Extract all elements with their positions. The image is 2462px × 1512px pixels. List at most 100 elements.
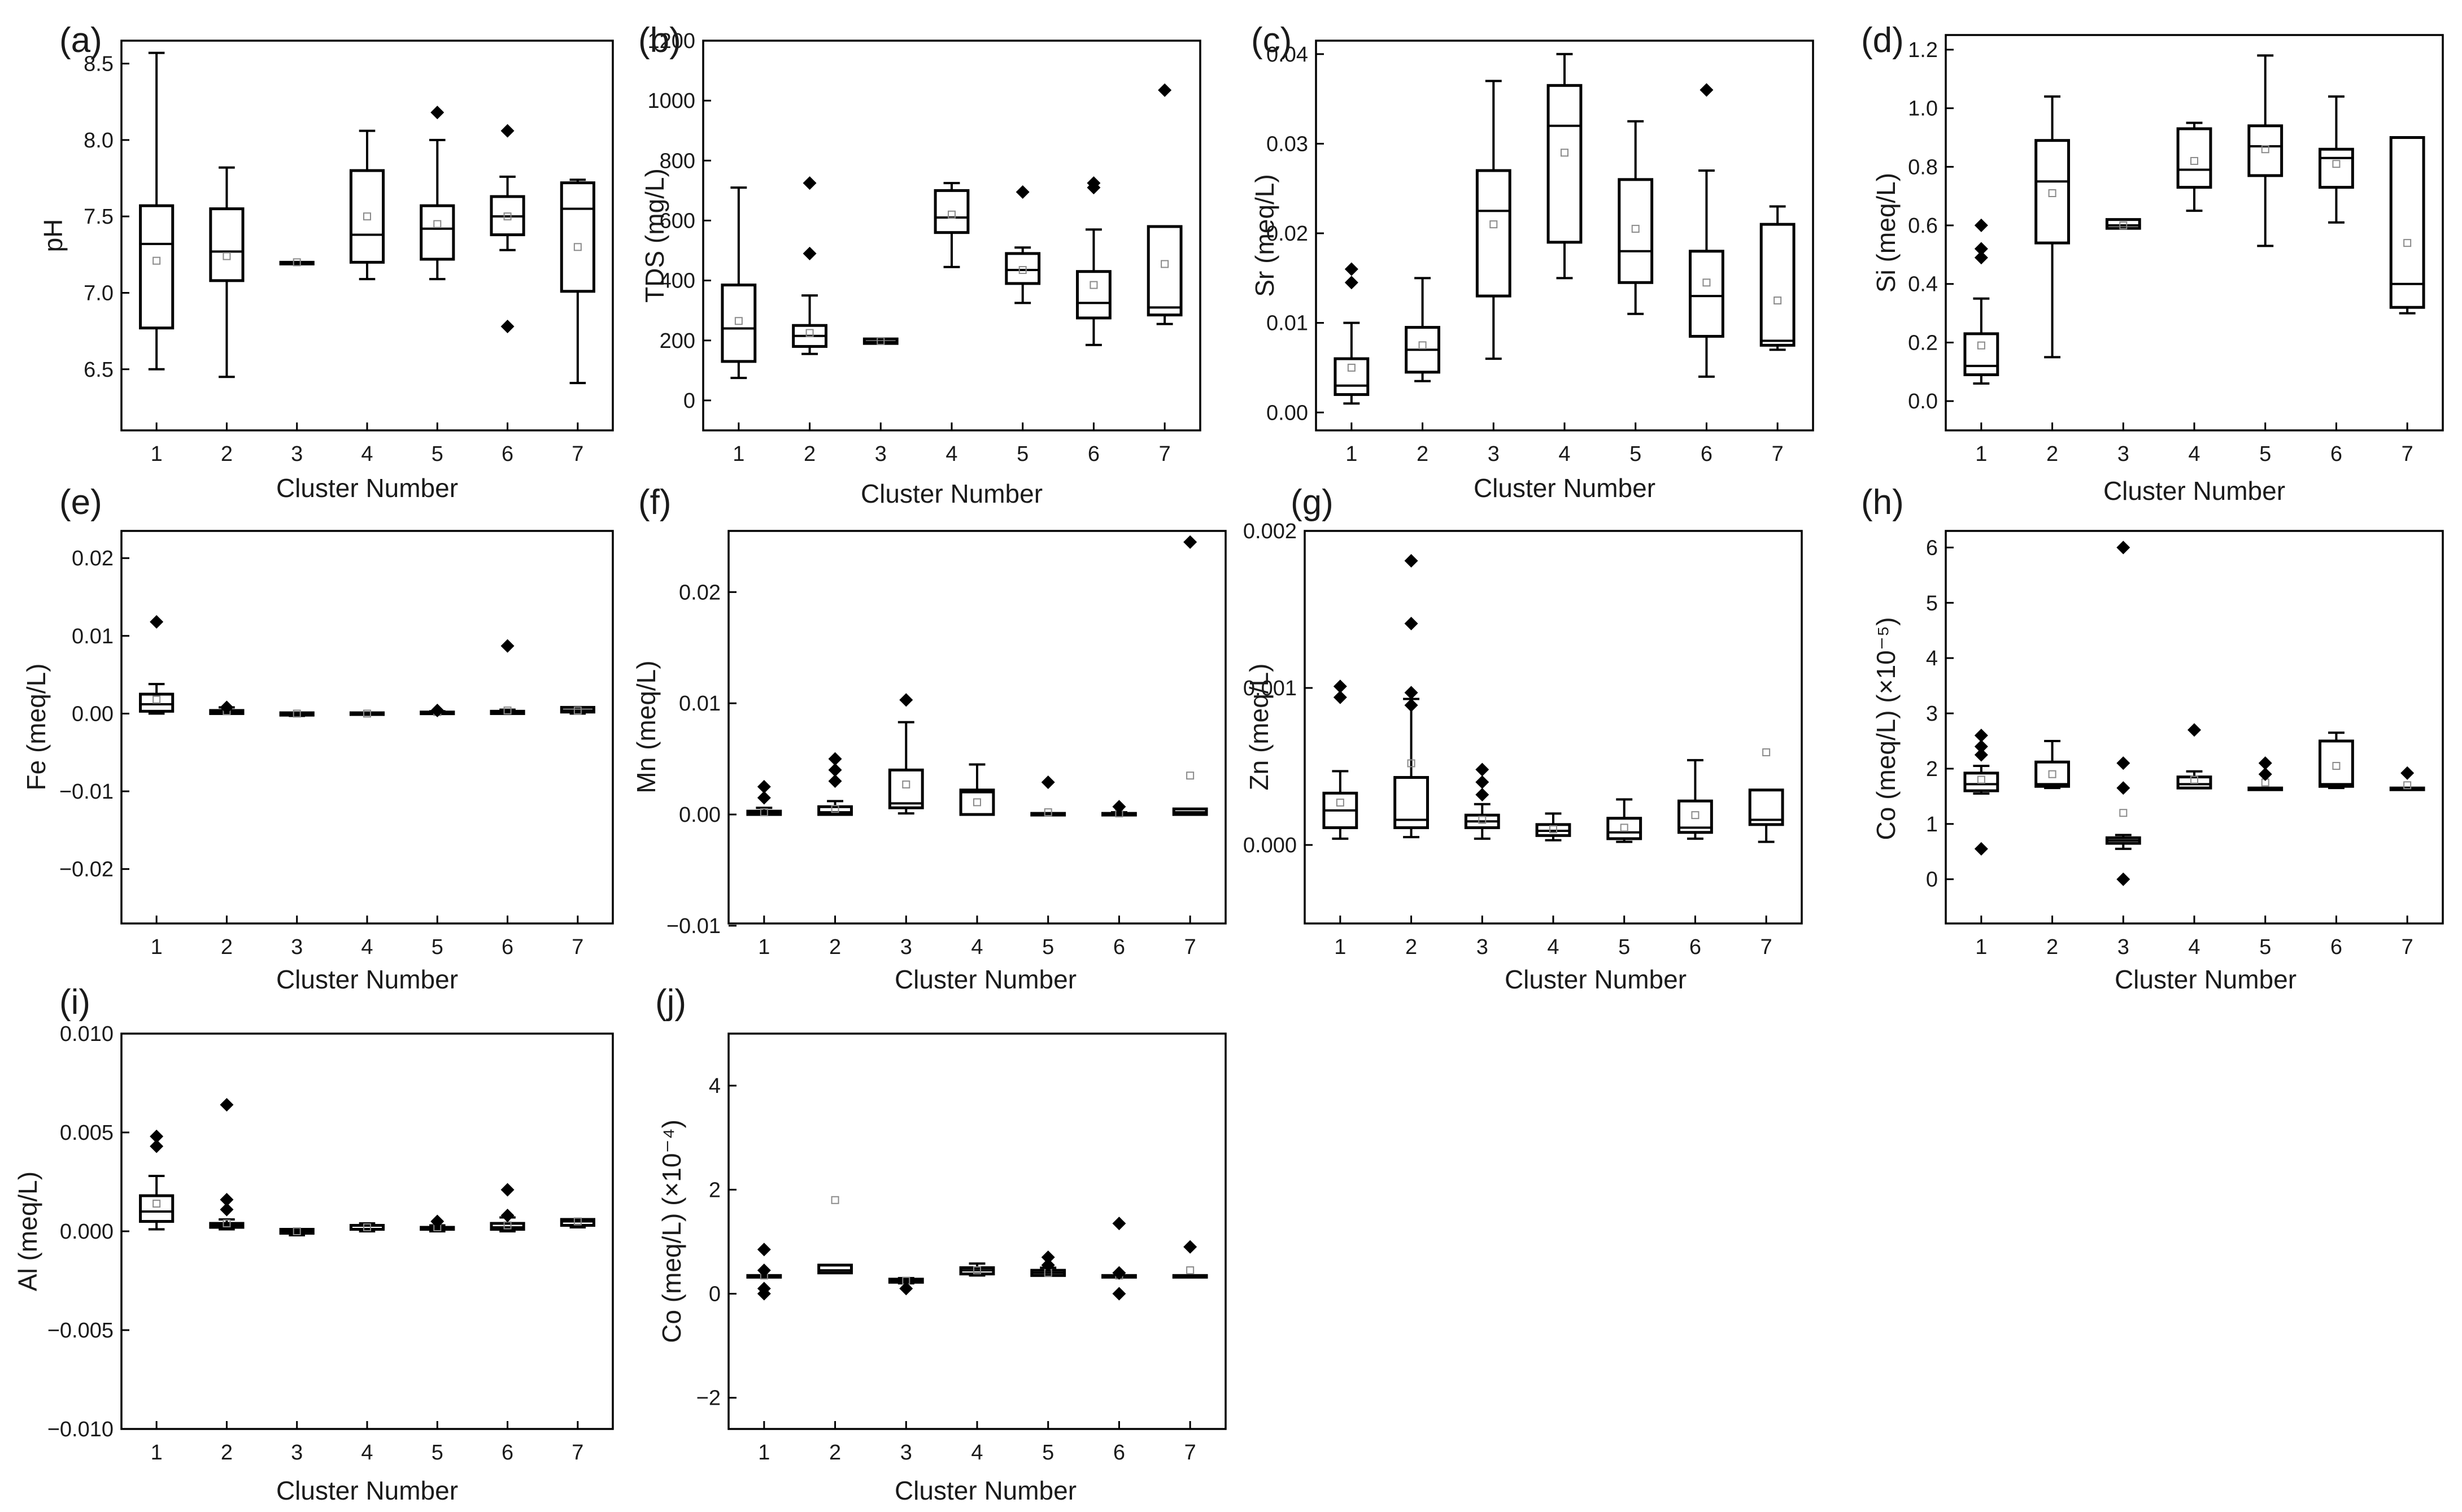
plot-marks: 0.00 0.01 0.02 0.03 0.04 1 2 3 4 5 6 7 — [1266, 43, 1796, 466]
mean-marker — [223, 252, 231, 260]
outlier-point — [500, 320, 515, 333]
box-plot-cluster-6 — [490, 1183, 525, 1232]
iqr-box — [1546, 84, 1583, 244]
iqr-box — [1147, 225, 1183, 317]
x-tick-label: 2 — [804, 442, 816, 466]
panel-h: (h) Cluster Number Co (meq/L) (×10⁻⁵) 0 1… — [1861, 483, 2444, 994]
y-axis-label: Sr (meq/L) — [1250, 174, 1279, 297]
mean-marker — [1762, 748, 1771, 756]
box-plot-cluster-3 — [888, 693, 924, 815]
mean-marker — [2403, 781, 2412, 790]
panel-j: (j) Cluster Number Co (meq/L) (×10⁻⁴) −2… — [655, 983, 1227, 1505]
outlier-point — [1016, 185, 1030, 199]
iqr-box — [721, 284, 757, 363]
outlier-point — [1158, 83, 1172, 97]
outlier-point — [1404, 617, 1418, 631]
x-tick-label: 7 — [572, 442, 583, 466]
box-plot-cluster-1 — [746, 1243, 782, 1301]
mean-marker — [2119, 809, 2128, 817]
box-plot-cluster-1 — [1322, 679, 1358, 840]
box-plot-cluster-6 — [2319, 731, 2354, 790]
x-tick-label: 3 — [291, 935, 303, 959]
box-plot-cluster-4 — [2176, 723, 2212, 790]
mean-marker — [805, 329, 814, 337]
panel-f: (f) Cluster Number Mn (meq/L) −0.01 0.00 0… — [631, 483, 1227, 994]
panel-label: (f) — [638, 483, 672, 522]
box-plot-cluster-2 — [209, 1098, 245, 1231]
y-tick-label: 8.0 — [84, 129, 114, 152]
box-plot-cluster-7 — [2389, 136, 2425, 315]
iqr-box — [349, 169, 385, 264]
y-tick-label: 0.02 — [1266, 222, 1308, 246]
box-plot-cluster-3 — [279, 709, 315, 718]
x-tick-label: 3 — [1488, 442, 1500, 466]
x-tick-label: 2 — [2046, 442, 2058, 466]
box-plot-cluster-6 — [1677, 759, 1713, 840]
iqr-box — [1618, 178, 1654, 284]
box-plot-cluster-4 — [349, 709, 385, 718]
box-plot-cluster-2 — [2034, 739, 2070, 790]
outlier-point — [899, 693, 913, 707]
box-plot-cluster-1 — [139, 51, 175, 371]
outlier-point — [1041, 775, 1055, 789]
box-plot-cluster-7 — [1759, 205, 1796, 351]
y-axis-label: pH — [38, 219, 68, 252]
iqr-box — [1005, 252, 1041, 285]
x-tick-label: 2 — [1405, 935, 1417, 959]
y-tick-label: −0.010 — [47, 1418, 114, 1441]
box-plot-cluster-3 — [2105, 541, 2141, 886]
y-tick-label: 0.005 — [60, 1121, 114, 1145]
x-tick-label: 6 — [2330, 442, 2342, 466]
panel-e: (e) Cluster Number Fe (meq/L) −0.02 −0.01… — [21, 483, 614, 994]
y-tick-label: 5 — [1926, 591, 1938, 615]
y-tick-label: 4 — [1926, 647, 1938, 670]
y-axis-label: Si (meq/L) — [1871, 173, 1901, 293]
y-axis-label: TDS (mg/L) — [640, 168, 669, 303]
box-plot-cluster-6 — [490, 124, 525, 333]
x-tick-label: 4 — [945, 442, 957, 466]
outlier-point — [757, 1287, 771, 1301]
mean-marker — [1407, 759, 1415, 768]
box-plot-cluster-2 — [209, 166, 245, 378]
outlier-point — [899, 1282, 913, 1296]
iqr-box — [2247, 124, 2284, 177]
y-tick-label: 1200 — [647, 29, 695, 53]
plot-marks: 0.000 0.001 0.002 1 2 3 4 5 6 7 — [1243, 520, 1784, 959]
mean-marker — [1418, 341, 1427, 350]
x-tick-label: 6 — [1113, 1441, 1125, 1465]
iqr-box — [2319, 739, 2354, 788]
box-plot-cluster-5 — [420, 703, 455, 717]
box-plot-cluster-3 — [2105, 218, 2141, 230]
outlier-point — [1475, 788, 1489, 802]
mean-marker — [293, 1227, 301, 1235]
outlier-point — [803, 176, 817, 190]
x-tick-label: 1 — [151, 442, 163, 466]
outlier-point — [1974, 748, 1988, 762]
x-axis-label: Cluster Number — [2115, 965, 2297, 994]
y-tick-label: 7.5 — [84, 205, 114, 229]
x-tick-label: 6 — [1689, 935, 1701, 959]
plot-frame — [727, 1032, 1227, 1430]
x-tick-label: 7 — [572, 935, 583, 959]
x-tick-label: 3 — [875, 442, 887, 466]
panel-label: (c) — [1251, 21, 1292, 60]
outlier-point — [2258, 767, 2272, 781]
x-axis-label: Cluster Number — [276, 965, 458, 994]
y-tick-label: 0.02 — [679, 581, 721, 604]
mean-marker — [363, 709, 371, 718]
outlier-point — [1112, 800, 1126, 814]
box-plot-cluster-6 — [1689, 83, 1724, 378]
x-tick-label: 2 — [221, 442, 233, 466]
outlier-point — [2116, 541, 2130, 555]
box-plot-cluster-4 — [1535, 812, 1571, 842]
x-tick-label: 6 — [502, 935, 513, 959]
mean-marker — [831, 1196, 839, 1204]
y-tick-label: 0.010 — [60, 1022, 114, 1046]
x-axis-label: Cluster Number — [1505, 965, 1687, 994]
mean-marker — [1691, 811, 1700, 820]
y-tick-label: 0.4 — [1908, 273, 1938, 297]
box-plot-cluster-6 — [490, 639, 525, 715]
outlier-point — [220, 1098, 234, 1112]
box-plot-cluster-4 — [959, 763, 995, 816]
